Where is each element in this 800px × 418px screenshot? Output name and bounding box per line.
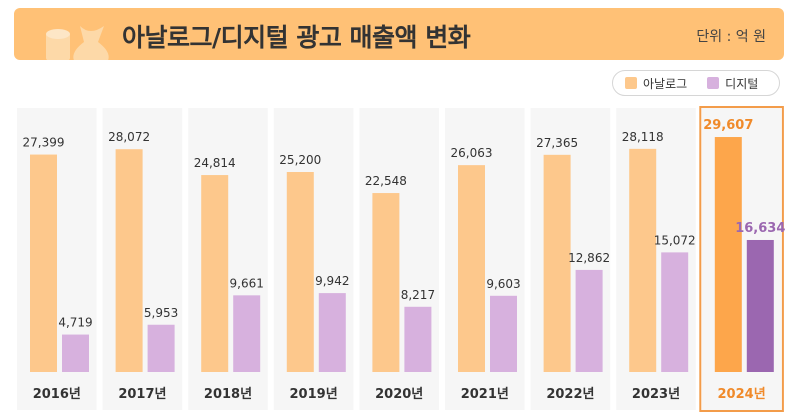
data-label-analog: 25,200 (279, 153, 321, 167)
unit-label: 단위 : 억 원 (696, 29, 766, 45)
data-label-analog: 26,063 (451, 146, 493, 160)
category-label: 2024년 (718, 387, 766, 402)
data-label-digital: 8,217 (401, 288, 435, 302)
data-label-analog: 24,814 (194, 156, 236, 170)
bar-digital (233, 295, 261, 372)
legend-item-digital: 디지털 (707, 75, 758, 92)
bar-analog (543, 154, 571, 372)
data-label-digital: 12,862 (568, 251, 610, 265)
bar-digital (318, 293, 346, 372)
bar-digital (575, 269, 603, 372)
bar-digital (661, 252, 689, 372)
category-label: 2016년 (33, 387, 81, 402)
bar-analog (629, 148, 657, 372)
category-label: 2022년 (546, 387, 594, 402)
bar-digital (147, 324, 175, 372)
data-label-analog: 28,072 (108, 130, 150, 144)
category-label: 2023년 (632, 387, 680, 402)
legend-label-digital: 디지털 (725, 76, 759, 91)
data-label-analog: 27,365 (536, 136, 578, 150)
legend-swatch-analog (625, 77, 637, 89)
bar-analog (458, 165, 485, 372)
highlight-frame (699, 106, 784, 412)
legend-item-analog: 아날로그 (625, 75, 687, 92)
data-label-analog: 27,399 (23, 136, 65, 150)
category-label: 2020년 (375, 387, 423, 402)
data-label-analog: 28,118 (622, 130, 664, 144)
bar-digital (490, 295, 517, 372)
bar-analog (372, 193, 400, 372)
money-bag-icon (46, 26, 109, 60)
data-label-digital: 9,603 (486, 277, 520, 291)
category-label: 2017년 (118, 387, 166, 402)
legend: 아날로그 디지털 (612, 70, 780, 96)
data-label-analog: 29,607 (703, 118, 753, 133)
data-label-analog: 22,548 (365, 174, 407, 188)
data-label-digital: 5,953 (144, 306, 178, 320)
bar-analog (286, 172, 314, 372)
bar-digital (404, 306, 432, 372)
title-banner: 아날로그/디지털 광고 매출액 변화 단위 : 억 원 (14, 8, 784, 60)
category-label: 2018년 (204, 387, 252, 402)
bar-analog (714, 137, 742, 372)
bar-analog (30, 154, 57, 372)
legend-swatch-digital (707, 77, 720, 89)
legend-label-analog: 아날로그 (643, 76, 688, 91)
data-label-digital: 16,634 (735, 221, 785, 236)
category-label: 2021년 (461, 387, 509, 402)
data-label-digital: 15,072 (654, 233, 696, 247)
data-label-digital: 4,719 (58, 316, 92, 330)
bar-digital (62, 334, 89, 372)
chart-title: 아날로그/디지털 광고 매출액 변화 (122, 23, 471, 52)
category-label: 2019년 (290, 387, 338, 402)
data-label-digital: 9,661 (230, 276, 264, 290)
bar-digital (746, 239, 774, 372)
bar-analog (115, 149, 143, 372)
data-label-digital: 9,942 (315, 274, 349, 288)
bar-analog (201, 175, 229, 372)
